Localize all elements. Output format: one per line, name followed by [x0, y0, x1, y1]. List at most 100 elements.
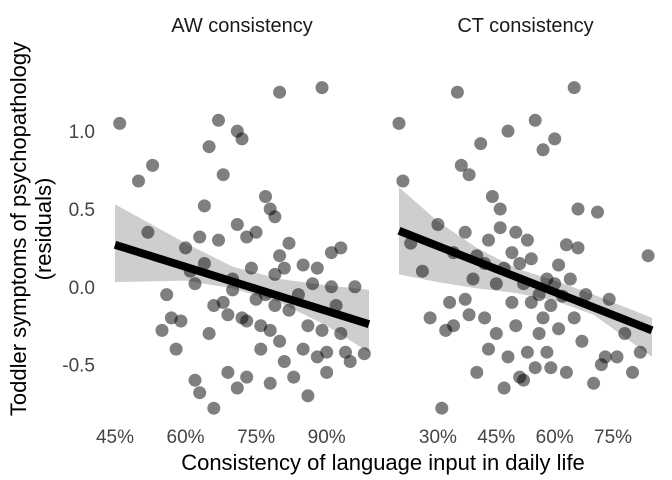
data-point [520, 233, 534, 247]
data-point [273, 85, 287, 99]
data-point [320, 345, 334, 359]
y-tick-label: 0.0 [69, 278, 95, 299]
data-point [155, 323, 169, 337]
data-point [478, 311, 492, 325]
data-point [462, 168, 476, 182]
data-point [485, 190, 499, 203]
data-point [160, 288, 174, 302]
data-point [626, 365, 639, 379]
data-point [591, 205, 604, 219]
data-point [296, 258, 310, 272]
data-point [548, 132, 562, 146]
data-point [587, 376, 601, 390]
data-point [567, 311, 581, 325]
data-point [282, 303, 296, 317]
y-axis-title-line1: Toddler symptoms of psychopathology [6, 42, 31, 416]
data-point [536, 311, 550, 325]
data-point [462, 308, 476, 322]
data-point [552, 258, 566, 272]
data-point [306, 277, 320, 291]
data-point [212, 233, 225, 247]
data-point [563, 272, 577, 286]
data-point [169, 342, 183, 356]
data-point [610, 350, 624, 364]
data-point [207, 401, 221, 415]
data-point [277, 261, 291, 275]
data-point [315, 323, 329, 337]
data-point [493, 221, 507, 235]
data-point [263, 376, 277, 390]
data-point [221, 308, 235, 322]
data-point [188, 373, 202, 387]
data-point [174, 314, 188, 328]
data-point [193, 386, 207, 400]
data-point [141, 225, 155, 239]
data-point [287, 370, 301, 384]
data-point [435, 401, 449, 415]
data-point [532, 327, 546, 340]
data-point [268, 210, 282, 224]
panel-title: AW consistency [171, 15, 313, 37]
y-tick-labels: 1.0 0.5 0.0 -0.5 [62, 122, 95, 376]
data-point [415, 264, 429, 278]
data-point [489, 277, 503, 291]
data-point [517, 373, 531, 387]
data-point [334, 327, 348, 340]
data-point [524, 252, 538, 266]
data-point [552, 322, 566, 336]
data-point [571, 241, 585, 255]
data-point [348, 280, 362, 294]
data-point [505, 295, 519, 309]
data-point [268, 299, 282, 312]
data-point [559, 238, 573, 252]
confidence-band [399, 187, 652, 357]
x-tick-label: 60% [536, 427, 574, 448]
data-point [536, 143, 550, 157]
data-point [320, 365, 334, 379]
data-point [544, 361, 558, 375]
data-point [296, 342, 310, 356]
data-point [528, 113, 542, 127]
data-point [310, 261, 324, 275]
x-tick-label: 75% [237, 427, 275, 448]
x-tick-label: 45% [477, 427, 515, 448]
data-point [575, 334, 589, 348]
data-point [193, 230, 207, 244]
data-point [454, 158, 468, 172]
y-tick-label: 0.5 [69, 200, 95, 221]
data-point [474, 137, 488, 151]
data-point [263, 323, 277, 337]
data-point [396, 174, 410, 188]
data-point [513, 257, 527, 270]
data-point [244, 261, 258, 275]
data-point [450, 85, 464, 99]
data-point [447, 319, 460, 333]
panel-title: CT consistency [457, 15, 593, 37]
data-point [540, 345, 554, 359]
data-point [179, 241, 193, 255]
data-point [268, 267, 282, 281]
data-point [579, 288, 593, 302]
data-point [633, 345, 647, 359]
data-point [113, 116, 127, 130]
data-point [501, 350, 515, 364]
data-point [392, 116, 406, 130]
data-point [197, 199, 211, 213]
data-point [470, 365, 484, 379]
data-point [301, 319, 315, 333]
data-point [431, 218, 445, 231]
data-point [221, 365, 235, 379]
data-point [240, 314, 254, 328]
data-point [497, 381, 511, 395]
data-point [235, 132, 249, 146]
y-axis-title: Toddler symptoms of psychopathology(resi… [6, 42, 56, 416]
x-tick-label: 30% [419, 427, 457, 448]
data-point [343, 355, 357, 368]
data-point [458, 292, 472, 306]
y-tick-label: 1.0 [69, 122, 95, 143]
data-point [212, 113, 225, 127]
x-axis-title: Consistency of language input in daily l… [181, 450, 585, 475]
data-point [559, 365, 573, 379]
panel-1: AW consistency 45% 60% 75% 90% [96, 15, 371, 448]
